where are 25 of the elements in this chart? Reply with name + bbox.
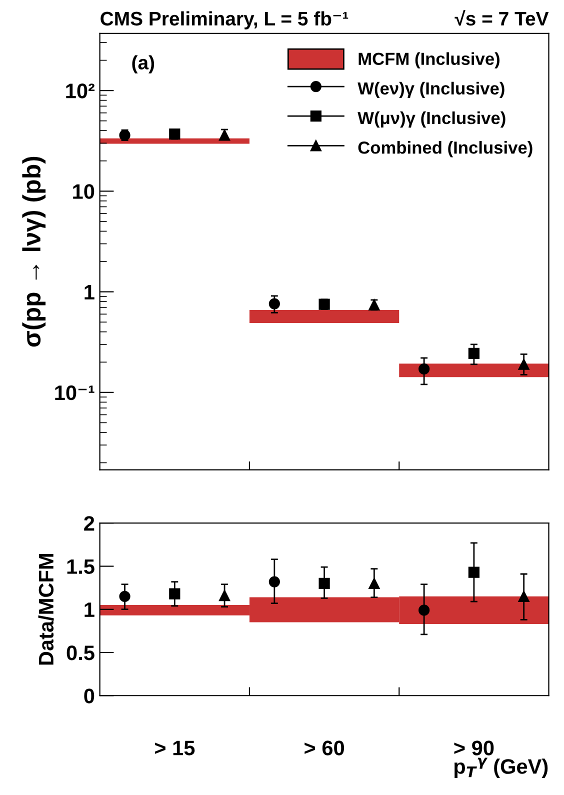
y-axis-title: Data/MCFM bbox=[38, 554, 54, 665]
chart-title: CMS Preliminary, L = 5 fb⁻¹ bbox=[100, 11, 348, 30]
x-tick-label: > 60 bbox=[304, 740, 344, 756]
y-tick-label: 2 bbox=[84, 516, 94, 531]
x-axis-title: p$_{T}$$^{γ}$ (GeV) bbox=[454, 758, 548, 778]
legend-label: Combined (Inclusive) bbox=[358, 141, 532, 158]
bar bbox=[249, 310, 400, 323]
bar bbox=[100, 138, 250, 144]
y-axis-title: σ(pp → lνγ) (pb) bbox=[22, 156, 46, 347]
y-tick-label: 10² bbox=[66, 84, 95, 98]
legend-label: W(eν)γ (Inclusive) bbox=[358, 82, 504, 98]
annotation: (a) bbox=[132, 55, 154, 74]
x-tick-label: > 90 bbox=[454, 740, 494, 756]
y-tick-label: 10⁻¹ bbox=[55, 385, 94, 400]
legend-label: W(μν)γ (Inclusive) bbox=[358, 111, 506, 128]
x-tick-label: > 15 bbox=[154, 740, 195, 756]
bar bbox=[399, 364, 549, 378]
y-tick-label: 1.5 bbox=[67, 559, 94, 574]
y-tick-label: 1 bbox=[84, 602, 94, 617]
y-tick-label: 0 bbox=[84, 688, 94, 704]
chart-subtitle: √s = 7 TeV bbox=[454, 10, 549, 26]
y-tick-label: 10 bbox=[73, 184, 94, 199]
y-tick-label: 1 bbox=[84, 285, 94, 300]
y-tick-label: 0.5 bbox=[66, 645, 94, 660]
legend-label: MCFM (Inclusive) bbox=[358, 52, 500, 68]
